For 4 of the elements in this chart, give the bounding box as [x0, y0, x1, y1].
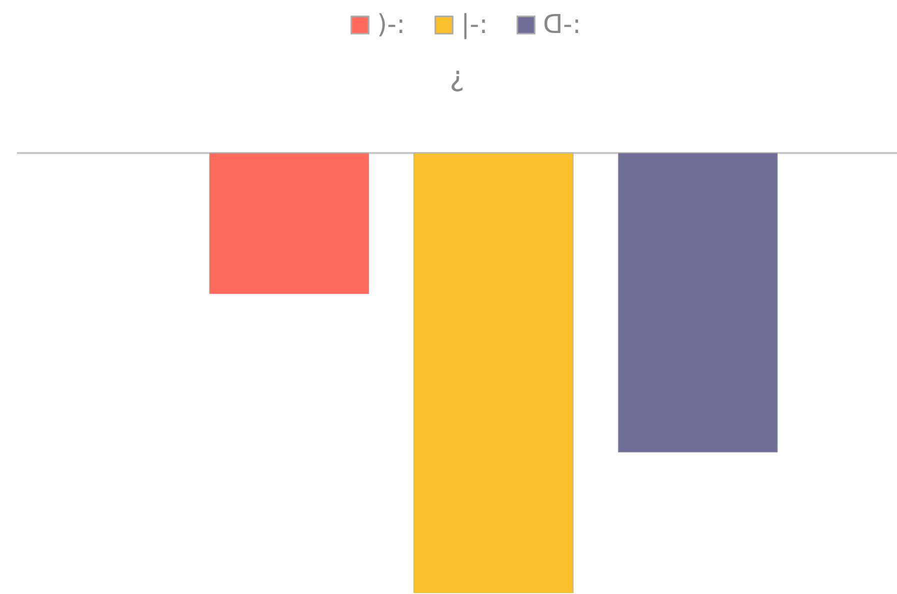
chart-title: ¿: [450, 60, 464, 93]
legend-label: ᗡ-:: [543, 10, 582, 40]
legend-label: )-:: [377, 10, 406, 40]
legend-label: |-:: [461, 10, 488, 40]
